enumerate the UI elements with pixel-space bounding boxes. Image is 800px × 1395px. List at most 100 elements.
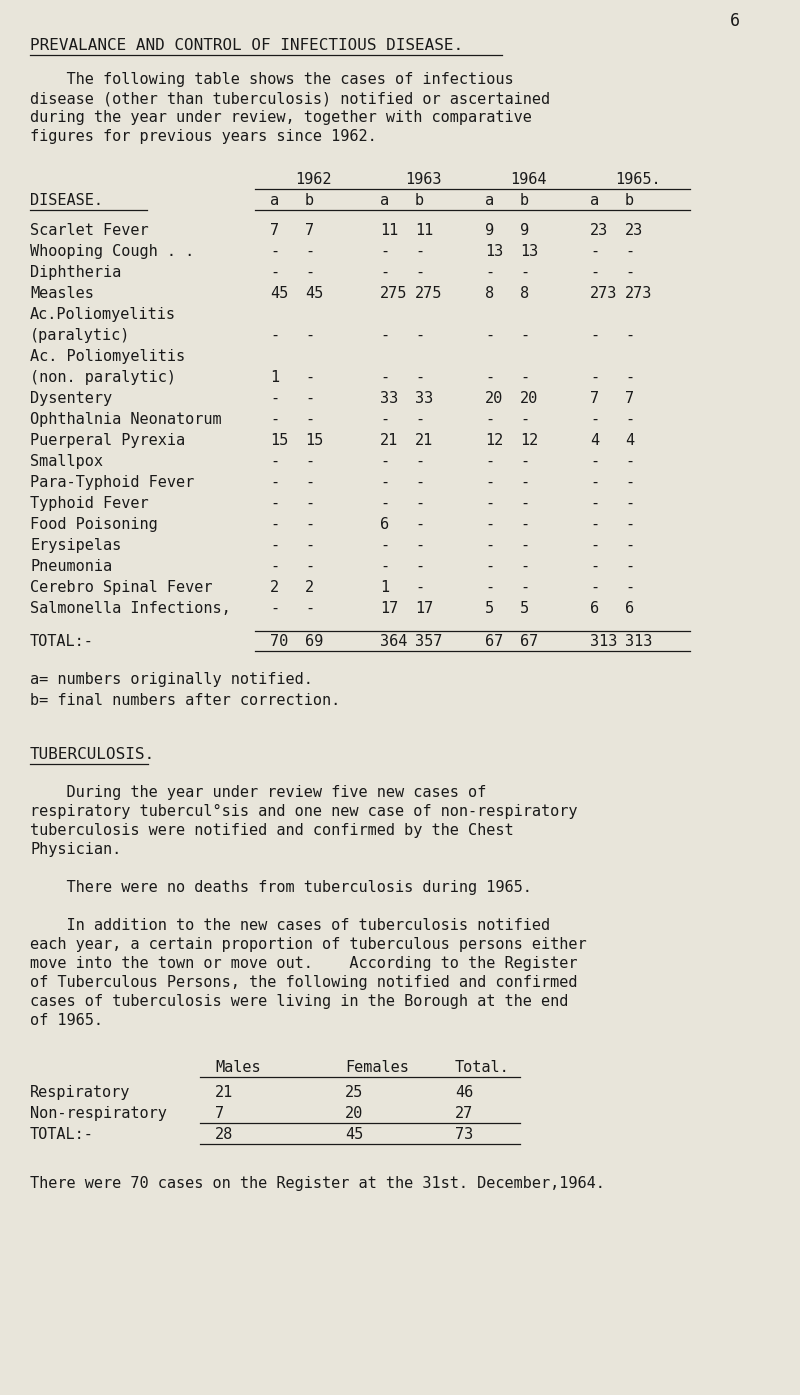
Text: Physician.: Physician. [30, 843, 122, 857]
Text: 21: 21 [415, 432, 434, 448]
Text: 20: 20 [345, 1106, 363, 1122]
Text: -: - [415, 244, 424, 259]
Text: 2: 2 [305, 580, 314, 596]
Text: 1: 1 [270, 370, 279, 385]
Text: -: - [380, 265, 389, 280]
Text: 33: 33 [380, 391, 398, 406]
Text: 9: 9 [520, 223, 529, 239]
Text: There were no deaths from tuberculosis during 1965.: There were no deaths from tuberculosis d… [30, 880, 532, 896]
Text: b: b [305, 193, 314, 208]
Text: Ac.Poliomyelitis: Ac.Poliomyelitis [30, 307, 176, 322]
Text: move into the town or move out.    According to the Register: move into the town or move out. Accordin… [30, 956, 578, 971]
Text: -: - [270, 601, 279, 617]
Text: -: - [270, 328, 279, 343]
Text: 313: 313 [590, 633, 618, 649]
Text: -: - [590, 265, 599, 280]
Text: 7: 7 [270, 223, 279, 239]
Text: 5: 5 [520, 601, 529, 617]
Text: -: - [625, 497, 634, 511]
Text: -: - [485, 538, 494, 552]
Text: -: - [485, 412, 494, 427]
Text: Non-respiratory: Non-respiratory [30, 1106, 167, 1122]
Text: -: - [380, 244, 389, 259]
Text: -: - [270, 391, 279, 406]
Text: -: - [305, 476, 314, 490]
Text: -: - [485, 453, 494, 469]
Text: 1963: 1963 [405, 172, 442, 187]
Text: -: - [625, 328, 634, 343]
Text: 11: 11 [380, 223, 398, 239]
Text: -: - [305, 370, 314, 385]
Text: In addition to the new cases of tuberculosis notified: In addition to the new cases of tubercul… [30, 918, 550, 933]
Text: b: b [520, 193, 529, 208]
Text: -: - [380, 328, 389, 343]
Text: -: - [625, 412, 634, 427]
Text: -: - [520, 580, 529, 596]
Text: (paralytic): (paralytic) [30, 328, 130, 343]
Text: 275: 275 [415, 286, 442, 301]
Text: 7: 7 [625, 391, 634, 406]
Text: b: b [625, 193, 634, 208]
Text: -: - [520, 559, 529, 573]
Text: Dysentery: Dysentery [30, 391, 112, 406]
Text: -: - [305, 265, 314, 280]
Text: -: - [590, 453, 599, 469]
Text: Measles: Measles [30, 286, 94, 301]
Text: 20: 20 [485, 391, 503, 406]
Text: -: - [270, 412, 279, 427]
Text: Typhoid Fever: Typhoid Fever [30, 497, 149, 511]
Text: Whooping Cough . .: Whooping Cough . . [30, 244, 194, 259]
Text: -: - [380, 476, 389, 490]
Text: 6: 6 [380, 518, 389, 531]
Text: -: - [305, 453, 314, 469]
Text: -: - [485, 518, 494, 531]
Text: Food Poisoning: Food Poisoning [30, 518, 158, 531]
Text: During the year under review five new cases of: During the year under review five new ca… [30, 785, 486, 799]
Text: -: - [520, 453, 529, 469]
Text: 12: 12 [520, 432, 538, 448]
Text: -: - [625, 244, 634, 259]
Text: 6: 6 [625, 601, 634, 617]
Text: Para-Typhoid Fever: Para-Typhoid Fever [30, 476, 194, 490]
Text: disease (other than tuberculosis) notified or ascertained: disease (other than tuberculosis) notifi… [30, 91, 550, 106]
Text: Cerebro Spinal Fever: Cerebro Spinal Fever [30, 580, 213, 596]
Text: -: - [415, 538, 424, 552]
Text: 13: 13 [520, 244, 538, 259]
Text: Puerperal Pyrexia: Puerperal Pyrexia [30, 432, 185, 448]
Text: 8: 8 [520, 286, 529, 301]
Text: -: - [590, 580, 599, 596]
Text: tuberculosis were notified and confirmed by the Chest: tuberculosis were notified and confirmed… [30, 823, 514, 838]
Text: 364: 364 [380, 633, 407, 649]
Text: 33: 33 [415, 391, 434, 406]
Text: 273: 273 [625, 286, 652, 301]
Text: The following table shows the cases of infectious: The following table shows the cases of i… [30, 73, 514, 86]
Text: 4: 4 [590, 432, 599, 448]
Text: There were 70 cases on the Register at the 31st. December,1964.: There were 70 cases on the Register at t… [30, 1176, 605, 1191]
Text: of Tuberculous Persons, the following notified and confirmed: of Tuberculous Persons, the following no… [30, 975, 578, 990]
Text: a: a [270, 193, 279, 208]
Text: -: - [415, 265, 424, 280]
Text: 21: 21 [215, 1085, 234, 1101]
Text: 12: 12 [485, 432, 503, 448]
Text: -: - [485, 497, 494, 511]
Text: -: - [415, 559, 424, 573]
Text: during the year under review, together with comparative: during the year under review, together w… [30, 110, 532, 126]
Text: Males: Males [215, 1060, 261, 1076]
Text: 17: 17 [380, 601, 398, 617]
Text: 1: 1 [380, 580, 389, 596]
Text: Pneumonia: Pneumonia [30, 559, 112, 573]
Text: 4: 4 [625, 432, 634, 448]
Text: -: - [415, 370, 424, 385]
Text: Ophthalnia Neonatorum: Ophthalnia Neonatorum [30, 412, 222, 427]
Text: -: - [380, 559, 389, 573]
Text: cases of tuberculosis were living in the Borough at the end: cases of tuberculosis were living in the… [30, 995, 568, 1009]
Text: -: - [380, 538, 389, 552]
Text: 46: 46 [455, 1085, 474, 1101]
Text: Ac. Poliomyelitis: Ac. Poliomyelitis [30, 349, 185, 364]
Text: -: - [625, 453, 634, 469]
Text: -: - [625, 265, 634, 280]
Text: -: - [590, 412, 599, 427]
Text: 6: 6 [590, 601, 599, 617]
Text: of 1965.: of 1965. [30, 1013, 103, 1028]
Text: -: - [520, 497, 529, 511]
